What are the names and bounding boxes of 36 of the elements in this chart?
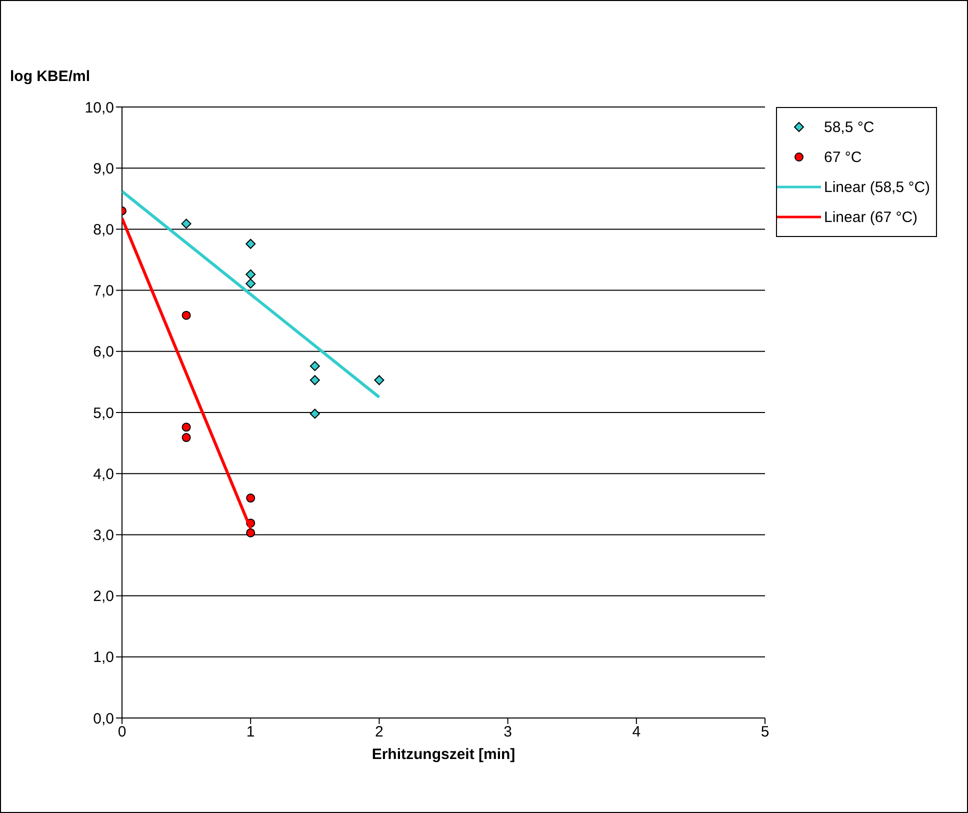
x-tick-label: 1	[246, 724, 255, 741]
point	[246, 528, 256, 538]
x-tick-label: 3	[504, 724, 512, 741]
y-tick-label: 5,0	[93, 404, 114, 422]
y-tick-label: 0,0	[93, 710, 114, 728]
y-tick-label: 1,0	[93, 649, 114, 666]
x-tick-label: 4	[632, 724, 641, 741]
point	[182, 310, 191, 320]
y-tick-label: 8,0	[93, 222, 114, 239]
x-axis-title: Erhitzungszeit [min]	[370, 746, 516, 763]
y-axis-title: log KBE/ml	[10, 68, 90, 85]
x-tick-label: 0	[118, 724, 126, 741]
legend-label: 67 °C	[824, 148, 862, 166]
y-tick-label: 2,0	[93, 588, 114, 606]
legend-label: 58,5 °C	[824, 118, 874, 136]
point	[182, 433, 191, 442]
y-tick-label: 10,0	[84, 99, 114, 116]
y-tick-label: 7,0	[93, 282, 114, 300]
x-tick-label: 5	[760, 724, 770, 741]
point	[182, 422, 191, 432]
point	[246, 494, 256, 503]
point	[181, 218, 192, 229]
y-tick-label: 4,0	[93, 466, 114, 483]
point	[246, 278, 256, 289]
point	[310, 375, 320, 386]
point	[310, 361, 320, 372]
y-tick-label: 3,0	[93, 527, 114, 544]
y-tick-label: 6,0	[93, 344, 114, 361]
point	[310, 408, 320, 419]
legend-label: Linear (67 °C)	[824, 208, 918, 226]
x-tick-label: 2	[375, 724, 384, 741]
point	[246, 238, 256, 249]
point	[246, 269, 256, 280]
legend-label: Linear (58,5 °C)	[824, 178, 930, 196]
y-tick-label: 9,0	[93, 160, 114, 178]
point	[374, 375, 384, 386]
